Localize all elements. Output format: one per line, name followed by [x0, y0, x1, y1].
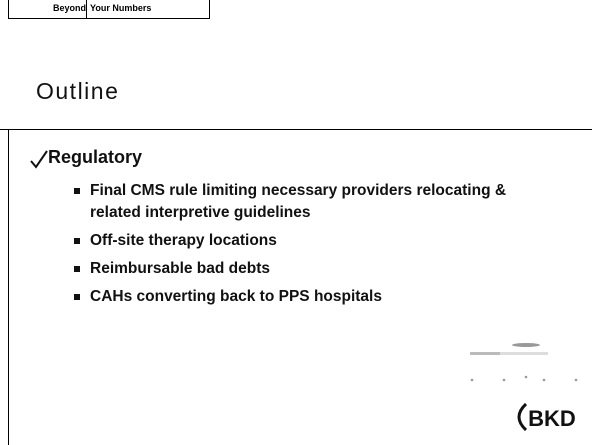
title-rule: [0, 129, 592, 130]
deco-dot: [542, 378, 546, 382]
slide-title: Outline: [36, 78, 120, 104]
deco-bar: [500, 352, 548, 355]
deco-dot: [470, 378, 474, 382]
sub-item: CAHs converting back to PPS hospitals: [74, 286, 514, 308]
header-right: Your Numbers: [90, 3, 152, 13]
header-box: [8, 0, 210, 19]
sub-item: Off-site therapy locations: [74, 230, 514, 252]
deco-arc: [512, 343, 540, 347]
deco-bar: [470, 352, 500, 355]
deco-dot: [574, 378, 578, 382]
bullet-text: Regulatory: [48, 147, 143, 167]
sub-item: Reimbursable bad debts: [74, 258, 514, 280]
logo-arc: [517, 402, 528, 432]
header-divider: [86, 0, 87, 19]
header-left: Beyond: [52, 3, 86, 13]
check-icon: [30, 150, 48, 169]
deco-dot: [524, 375, 528, 379]
logo-text: BKD: [528, 406, 576, 431]
logo: BKD: [517, 402, 576, 432]
sub-list: Final CMS rule limiting necessary provid…: [74, 180, 514, 314]
decoration: [470, 343, 578, 382]
sub-item: Final CMS rule limiting necessary provid…: [74, 180, 514, 224]
check-path: [30, 150, 48, 169]
left-rule: [8, 129, 9, 445]
deco-dot: [502, 378, 506, 382]
